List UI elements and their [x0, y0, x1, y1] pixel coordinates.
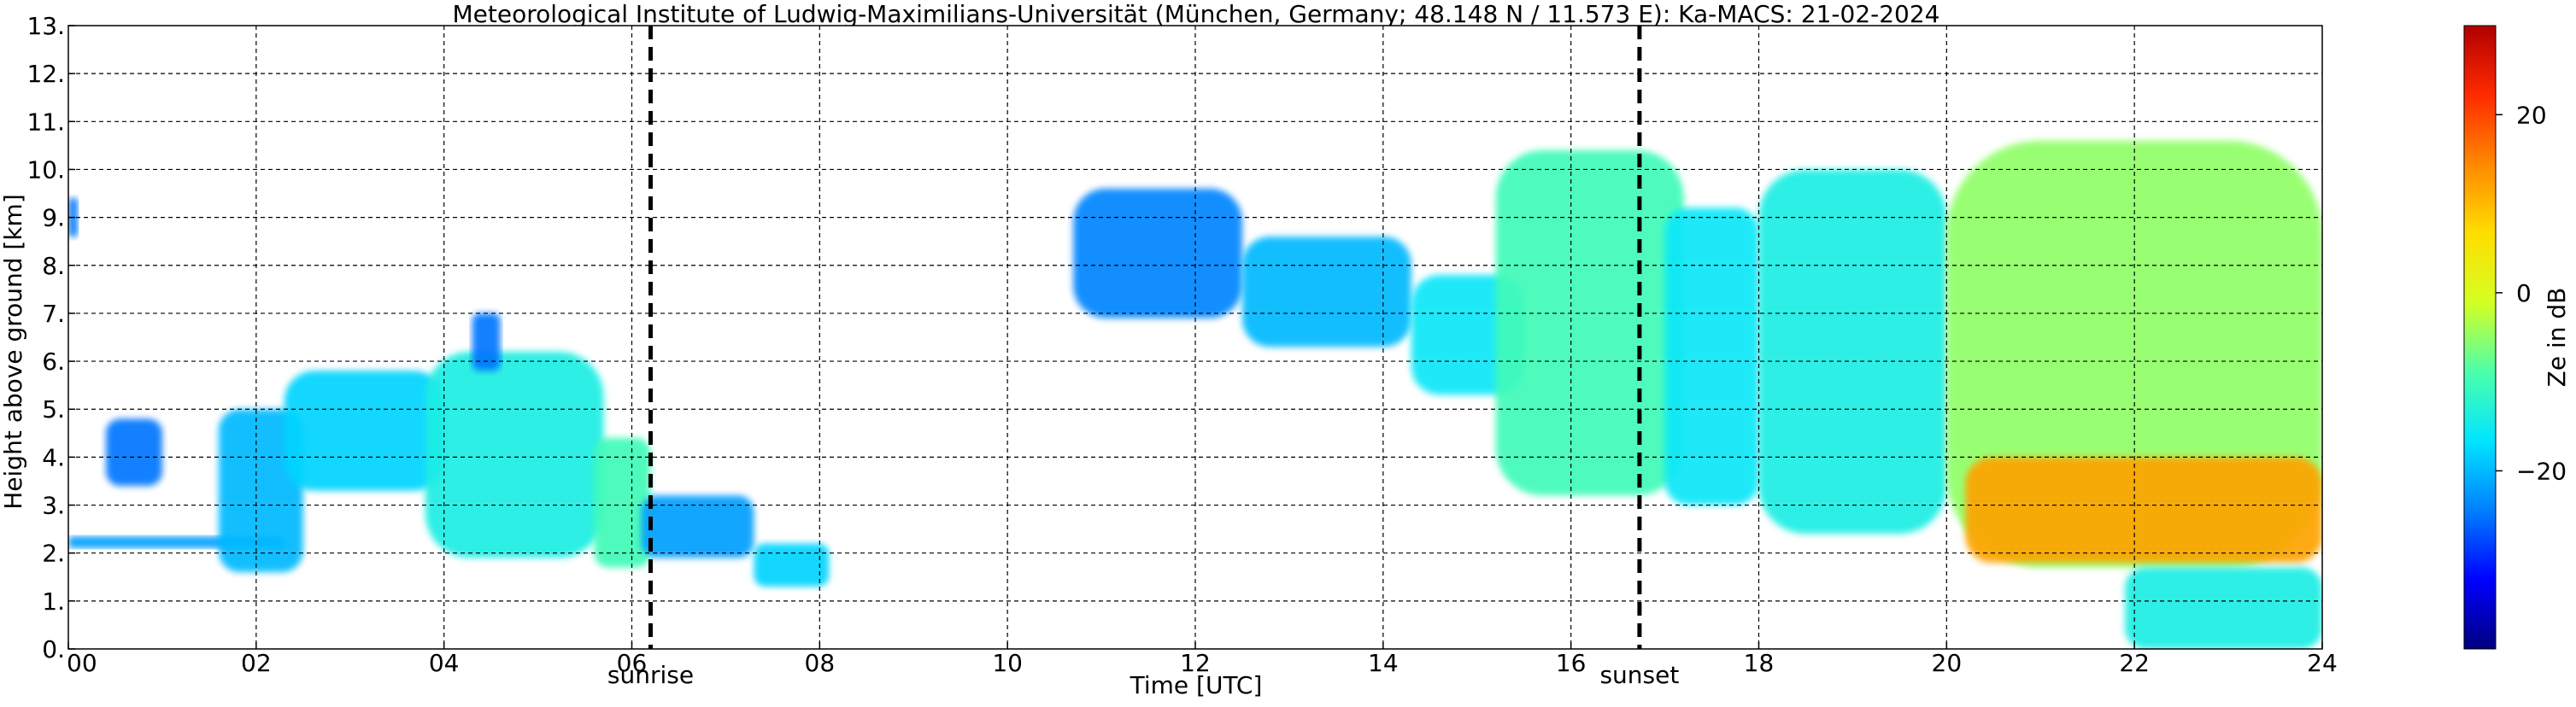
echo-region-2 [105, 418, 162, 487]
colorbar-tick-label: 0 [2516, 279, 2532, 307]
y-axis-ticks: 0. 1. 2. 3. 4. 5. 6. 7. 8. 9. 10. 11. 12. 13. [26, 12, 75, 663]
echo-region-8 [641, 495, 754, 558]
colorbar-label: Ze in dB [2543, 288, 2571, 388]
y-tick-label: 3. [42, 492, 65, 520]
y-tick-label: 11. [26, 108, 65, 136]
x-tick-label: 00 [67, 649, 97, 677]
x-tick-label: 20 [1932, 649, 1963, 677]
y-tick-label: 0. [42, 635, 65, 663]
x-tick-label: 16 [1556, 649, 1587, 677]
sunrise-label: sunrise [607, 661, 694, 689]
y-tick-label: 7. [42, 300, 65, 328]
echo-region-18 [2125, 567, 2322, 649]
echo-region-6 [472, 313, 501, 371]
echo-region-7 [594, 437, 651, 568]
echo-region-13 [1495, 150, 1684, 496]
y-tick-label: 10. [26, 155, 65, 184]
x-tick-label: 04 [429, 649, 460, 677]
y-tick-label: 2. [42, 540, 65, 568]
echo-region-10 [1073, 188, 1242, 318]
y-tick-label: 8. [42, 252, 65, 280]
y-axis-label: Height above ground [km] [0, 194, 27, 510]
x-tick-label: 24 [2307, 649, 2338, 677]
x-axis-label: Time [UTC] [1130, 671, 1263, 699]
radar-echo-layer [68, 140, 2322, 649]
colorbar-ticks: −20 0 20 [2496, 101, 2567, 485]
x-tick-label: 18 [1744, 649, 1775, 677]
echo-region-9 [754, 543, 830, 587]
echo-region-4 [284, 371, 444, 491]
x-tick-label: 10 [992, 649, 1023, 677]
y-tick-label: 9. [42, 204, 65, 232]
y-tick-label: 12. [26, 60, 65, 88]
echo-region-17 [1965, 457, 2322, 563]
sunset-label: sunset [1599, 661, 1679, 689]
y-tick-label: 1. [42, 587, 65, 616]
colorbar [2463, 25, 2497, 650]
grid-lines [68, 26, 2322, 649]
x-tick-label: 02 [241, 649, 272, 677]
y-tick-label: 5. [42, 395, 65, 424]
x-tick-label: 06 [617, 649, 648, 677]
x-tick-label: 22 [2119, 649, 2150, 677]
echo-region-15 [1758, 169, 1947, 535]
y-tick-label: 4. [42, 443, 65, 471]
echo-region-3 [218, 409, 303, 573]
y-tick-label: 13. [26, 12, 65, 40]
echo-region-11 [1241, 237, 1411, 348]
chart-title: Meteorological Institute of Ludwig-Maxim… [452, 0, 1939, 28]
x-axis-ticks: 00 02 04 06 08 10 12 14 16 18 20 22 24 [67, 642, 2338, 677]
x-tick-label: 08 [805, 649, 836, 677]
sun-markers: sunrise sunset [607, 26, 1679, 689]
x-tick-label: 12 [1180, 649, 1211, 677]
colorbar-tick-label: −20 [2516, 457, 2567, 485]
echo-region-14 [1664, 207, 1759, 505]
y-tick-label: 6. [42, 348, 65, 376]
echo-region-5 [425, 351, 604, 558]
colorbar-tick-label: 20 [2516, 101, 2547, 129]
x-tick-label: 14 [1368, 649, 1399, 677]
